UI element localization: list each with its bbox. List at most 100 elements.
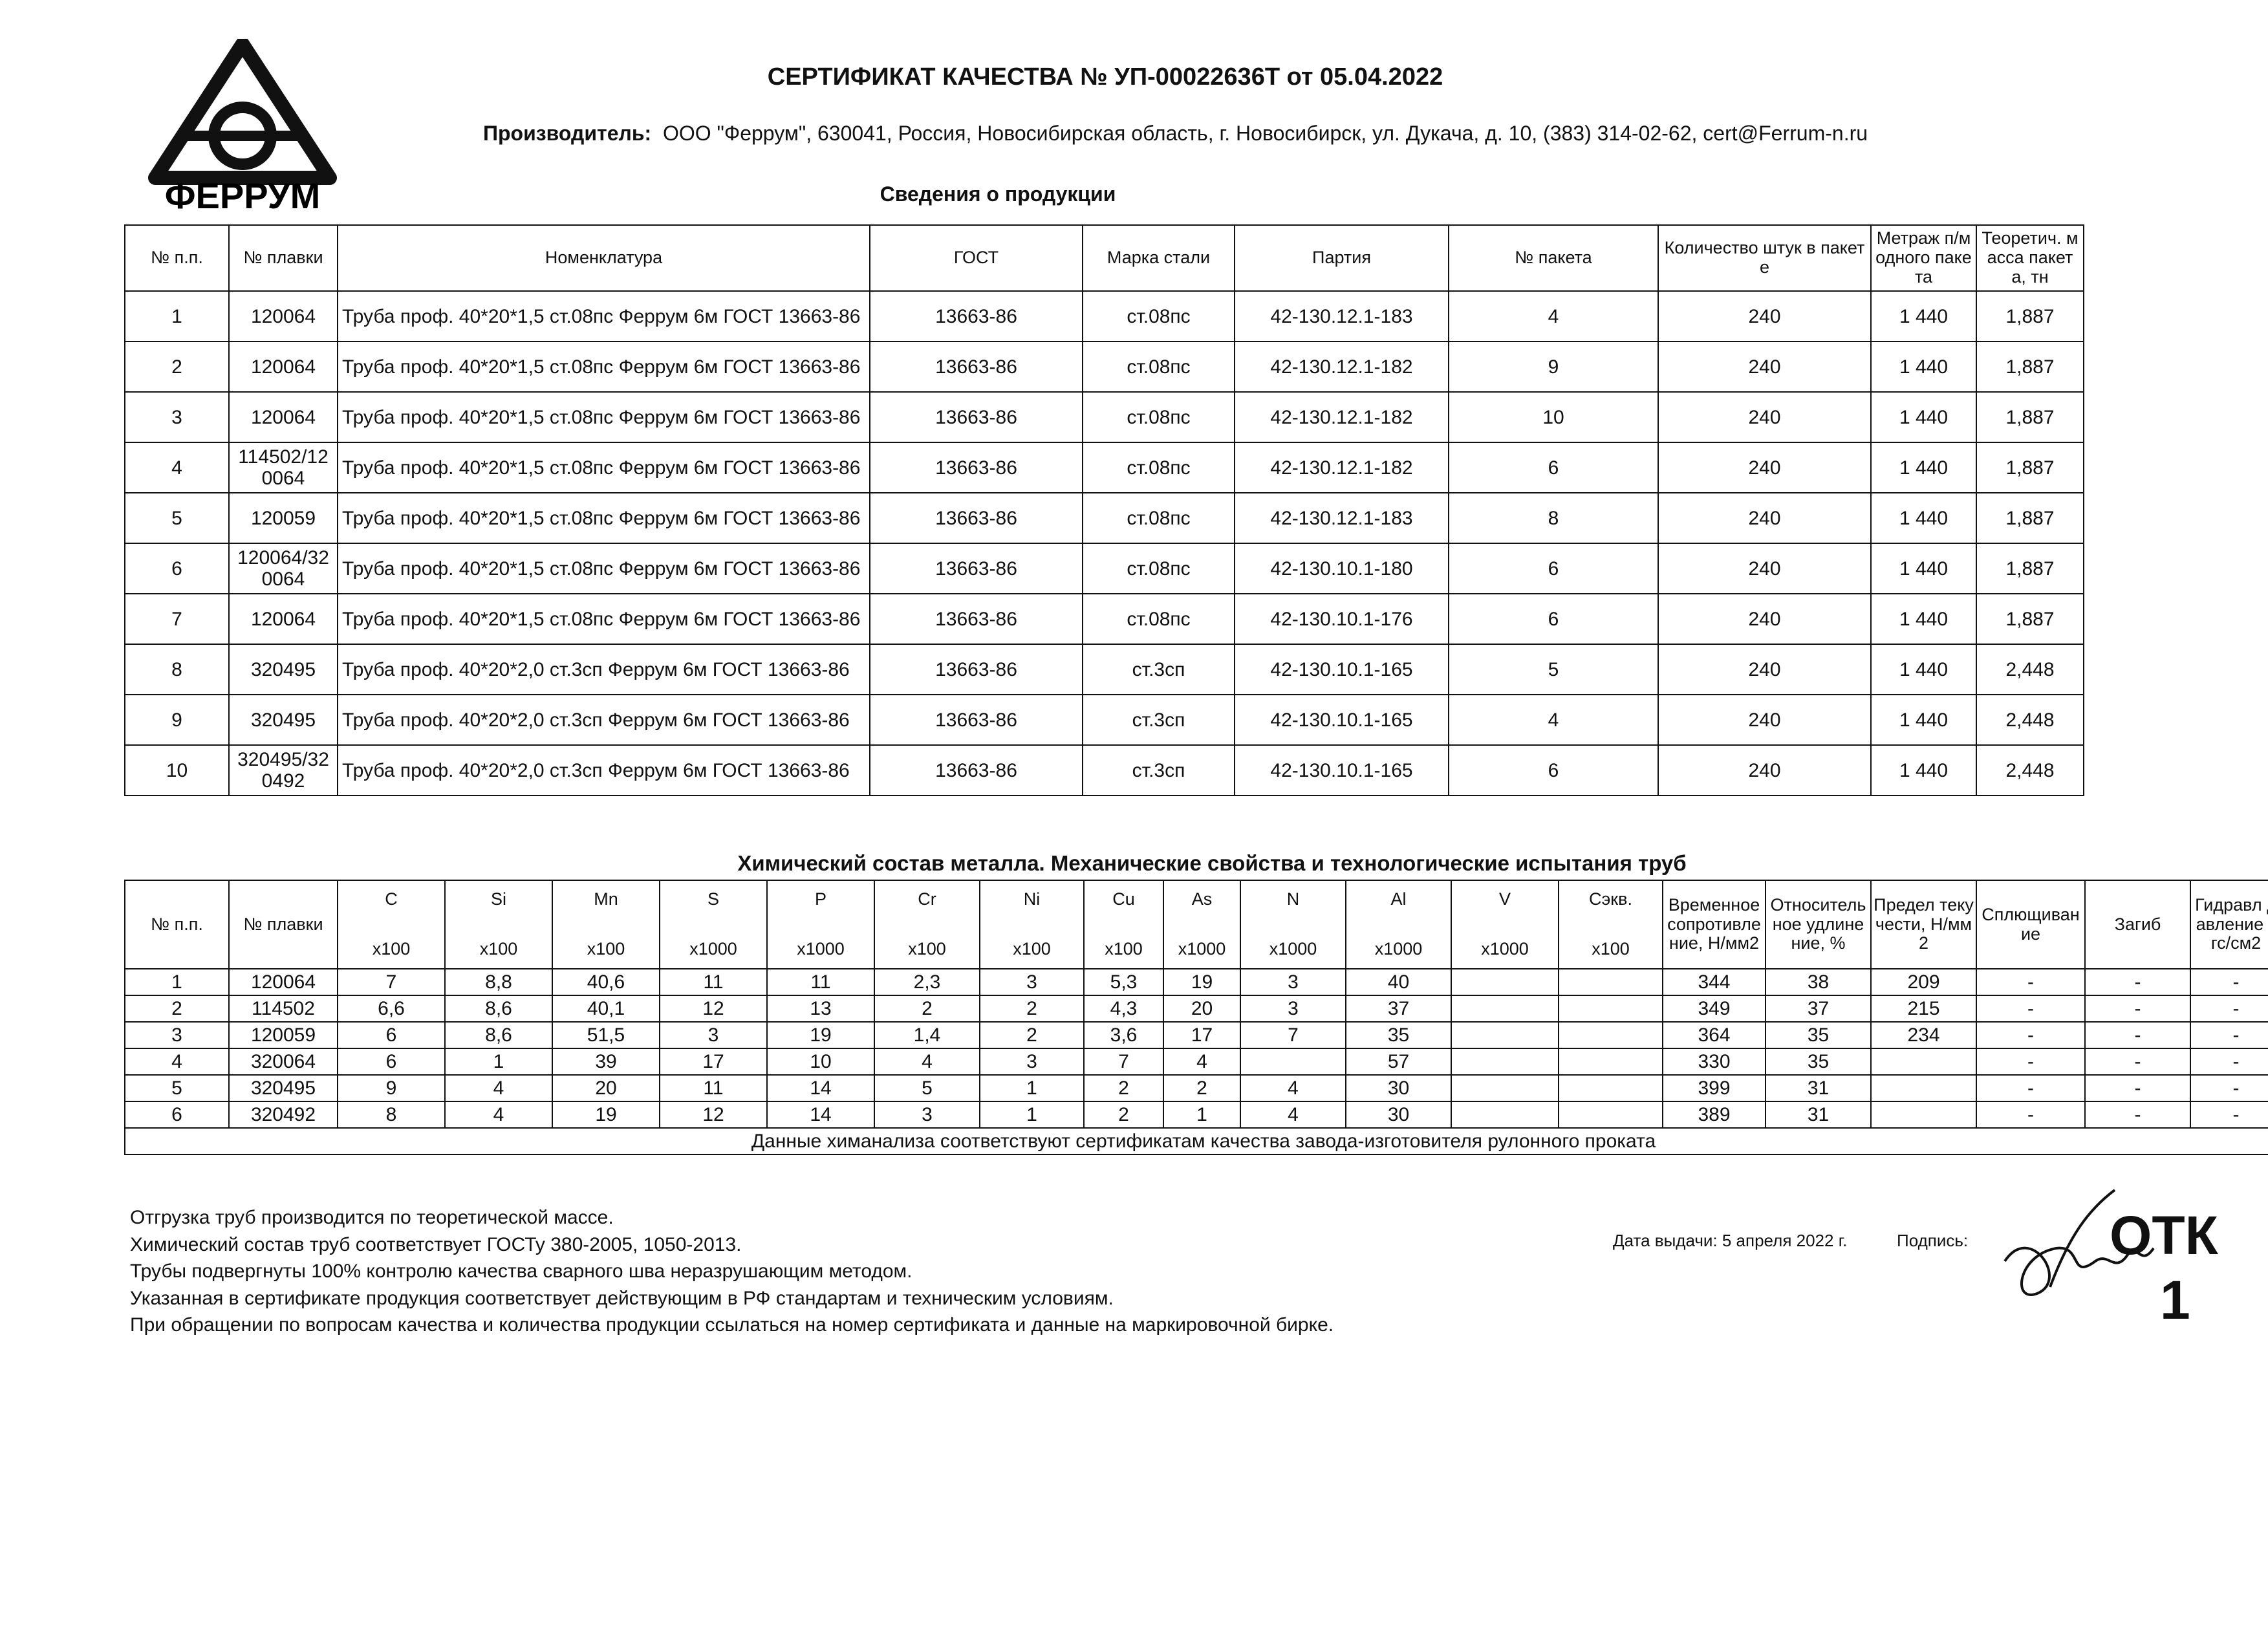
cell: 389 [1662, 1101, 1766, 1129]
header-cell: № плавки [228, 224, 338, 292]
logo-text: ФЕРРУМ [165, 175, 321, 216]
cell: 240 [1658, 543, 1872, 594]
cell: - [2190, 1021, 2268, 1049]
cell: 344 [1662, 968, 1766, 996]
cell: 240 [1658, 644, 1872, 695]
cell: 6 [1448, 442, 1659, 493]
logo: ФЕРРУМ [148, 39, 337, 216]
cell: 1 [444, 1048, 553, 1076]
cell: 13663-86 [869, 341, 1083, 393]
cell: 8 [124, 644, 230, 695]
cell: 120059 [228, 492, 338, 544]
cell: 3 [979, 1048, 1085, 1076]
cell [1558, 1074, 1663, 1102]
header-cell: Временное сопротивление, Н/мм2 [1662, 880, 1766, 969]
cell: 320064 [228, 1048, 338, 1076]
cell: 1 440 [1870, 442, 1977, 493]
cell [1870, 1101, 1977, 1129]
row: 4 114502/120064 Труба проф. 40*20*1,5 ст.0… [124, 442, 2084, 493]
cell: 20 [552, 1074, 660, 1102]
header-unit: x1000 [1269, 939, 1317, 959]
cell [1451, 1021, 1559, 1049]
cell: 42-130.10.1-176 [1234, 593, 1449, 645]
producer-text: ООО "Феррум", 630041, Россия, Новосибирс… [662, 122, 1868, 145]
header-label: S [707, 889, 719, 909]
cell: 12 [659, 995, 768, 1023]
cell: 4 [1163, 1048, 1241, 1076]
stamp-number: 1 [2160, 1270, 2190, 1330]
cell: - [2190, 968, 2268, 996]
cell: 320495/320492 [228, 744, 338, 796]
cell: 1 440 [1870, 290, 1977, 342]
cell: 17 [1163, 1021, 1241, 1049]
cell: 2,3 [874, 968, 980, 996]
cell: 5,3 [1083, 968, 1164, 996]
cell: 42-130.12.1-182 [1234, 391, 1449, 443]
header-unit: x1000 [797, 939, 845, 959]
logo-triangle [148, 39, 337, 185]
cell: 1,887 [1976, 442, 2084, 493]
cell [1558, 1101, 1663, 1129]
cell: 240 [1658, 492, 1872, 544]
cell: 42-130.10.1-165 [1234, 744, 1449, 796]
cell: 10 [124, 744, 230, 796]
cell: 240 [1658, 744, 1872, 796]
header-unit: x100 [479, 939, 518, 959]
cell: 1 440 [1870, 694, 1977, 746]
cell: 20 [1163, 995, 1241, 1023]
cell: 8,8 [444, 968, 553, 996]
cell: 19 [552, 1101, 660, 1129]
cell: 364 [1662, 1021, 1766, 1049]
header-label: № п.п. [151, 914, 203, 934]
cell: 11 [766, 968, 875, 996]
cell: 42-130.10.1-180 [1234, 543, 1449, 594]
cell [1558, 1048, 1663, 1076]
cell: 4 [124, 442, 230, 493]
cell: 42-130.12.1-183 [1234, 492, 1449, 544]
cell: 13663-86 [869, 492, 1083, 544]
cell: 2 [1163, 1074, 1241, 1102]
cell: - [2190, 995, 2268, 1023]
row: 6 320492 8 4 19 12 14 3 1 2 1 4 30 389 31- - - [124, 1101, 2268, 1129]
cell: 7 [1083, 1048, 1164, 1076]
cell: ст.3сп [1082, 644, 1235, 695]
header-cell: Al x1000 [1345, 880, 1452, 969]
cell: 13 [766, 995, 875, 1023]
cell: 240 [1658, 442, 1872, 493]
cell: - [2084, 1021, 2191, 1049]
cell: Труба проф. 40*20*1,5 ст.08пс Феррум 6м … [337, 290, 870, 342]
header-label: Сплющивание [1982, 904, 2080, 944]
cell: 1 440 [1870, 744, 1977, 796]
notes: Отгрузка труб производится по теоретичес… [130, 1204, 1334, 1339]
cell: 6 [1448, 593, 1659, 645]
note: Химический состав труб соответствует ГОС… [130, 1233, 742, 1255]
cell: 4 [1448, 290, 1659, 342]
cell: 120064 [228, 593, 338, 645]
cell: 2 [124, 341, 230, 393]
header-cell: № плавки [228, 880, 338, 969]
header-cell: Mn x100 [552, 880, 660, 969]
cell: 114502/120064 [228, 442, 338, 493]
cell: 13663-86 [869, 744, 1083, 796]
header-unit: x100 [908, 939, 946, 959]
header-cell: № п.п. [124, 224, 230, 292]
cell: Труба проф. 40*20*1,5 ст.08пс Феррум 6м … [337, 341, 870, 393]
cell: 42-130.10.1-165 [1234, 694, 1449, 746]
header-label: Ni [1023, 889, 1041, 909]
cell: 330 [1662, 1048, 1766, 1076]
header-unit: x100 [1013, 939, 1051, 959]
row: 6 120064/320064 Труба проф. 40*20*1,5 ст.0… [124, 543, 2084, 594]
cell: 12 [659, 1101, 768, 1129]
cell: 4 [1240, 1101, 1346, 1129]
cell: 1 [979, 1074, 1085, 1102]
cell: ст.08пс [1082, 290, 1235, 342]
row: 9 320495 Труба проф. 40*20*2,0 ст.3сп Ферр… [124, 694, 2084, 746]
header-label: Гидравл давление кгс/см2 [2195, 894, 2268, 953]
row: 3 120064 Труба проф. 40*20*1,5 ст.08пс Фер… [124, 391, 2084, 443]
note: Указанная в сертификате продукция соотве… [130, 1287, 1114, 1309]
cell: 7 [337, 968, 446, 996]
header-cell: Гидравл давление кгс/см2 [2190, 880, 2268, 969]
header-label: Предел текучести, Н/мм2 [1874, 894, 1974, 953]
